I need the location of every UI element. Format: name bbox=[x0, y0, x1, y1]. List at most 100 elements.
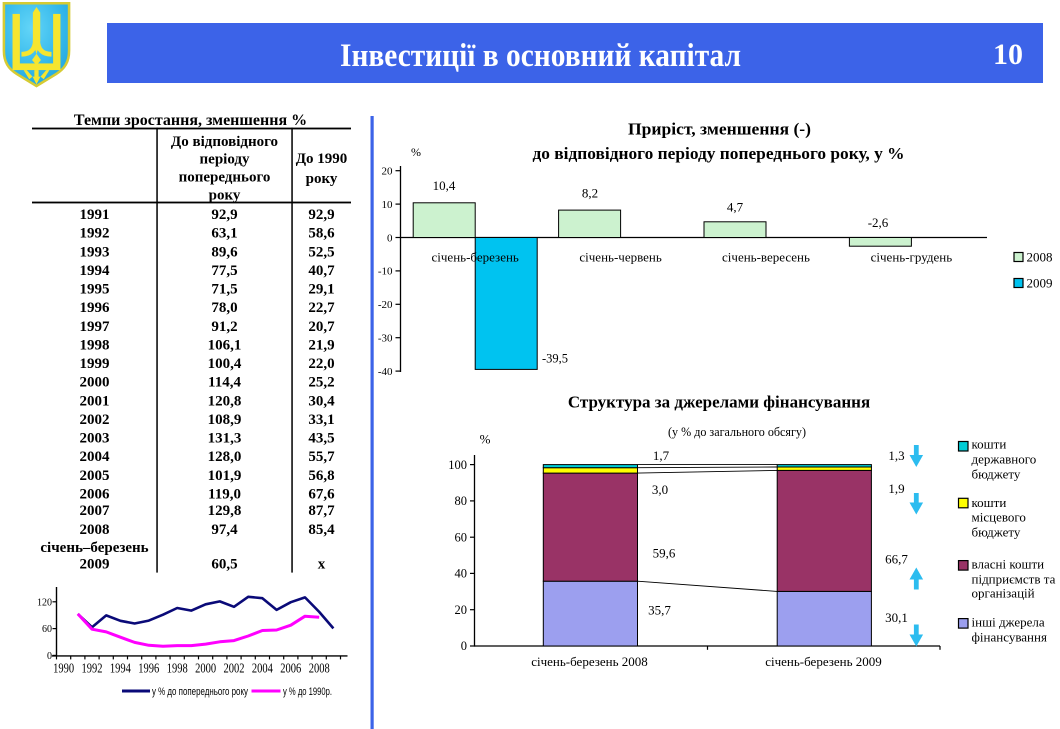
svg-text:106,1: 106,1 bbox=[208, 337, 242, 353]
svg-text:2002: 2002 bbox=[224, 661, 245, 676]
svg-text:80: 80 bbox=[455, 494, 468, 508]
svg-text:52,5: 52,5 bbox=[308, 244, 334, 260]
svg-text:х: х bbox=[318, 557, 326, 573]
svg-text:січень–березень: січень–березень bbox=[40, 540, 148, 556]
svg-text:1997: 1997 bbox=[80, 319, 111, 335]
svg-text:організацій: організацій bbox=[972, 586, 1035, 601]
svg-text:2008: 2008 bbox=[80, 522, 110, 538]
svg-text:2001: 2001 bbox=[80, 393, 110, 409]
svg-text:20: 20 bbox=[382, 166, 394, 178]
svg-text:2007: 2007 bbox=[80, 503, 111, 519]
svg-text:січень-березень 2009: січень-березень 2009 bbox=[765, 654, 882, 669]
svg-text:1999: 1999 bbox=[80, 356, 110, 372]
svg-text:До відповідного: До відповідного bbox=[171, 134, 278, 150]
svg-text:2002: 2002 bbox=[80, 412, 110, 428]
svg-text:До 1990: До 1990 bbox=[296, 151, 348, 167]
svg-text:2009: 2009 bbox=[80, 557, 110, 573]
svg-text:22,0: 22,0 bbox=[308, 356, 334, 372]
svg-text:2006: 2006 bbox=[280, 661, 301, 676]
svg-text:1994: 1994 bbox=[80, 263, 111, 279]
svg-text:33,1: 33,1 bbox=[308, 412, 334, 428]
svg-text:2004: 2004 bbox=[80, 449, 111, 465]
svg-text:8,2: 8,2 bbox=[582, 186, 598, 201]
svg-text:1996: 1996 bbox=[80, 300, 111, 316]
svg-text:(у % до загального обсягу): (у % до загального обсягу) bbox=[668, 424, 806, 439]
svg-text:91,2: 91,2 bbox=[211, 319, 237, 335]
svg-text:Темпи зростання, зменшення %: Темпи зростання, зменшення % bbox=[74, 112, 307, 129]
svg-text:2000: 2000 bbox=[80, 375, 110, 391]
svg-text:періоду: періоду bbox=[200, 152, 250, 168]
svg-text:підприємств та: підприємств та bbox=[972, 571, 1056, 586]
svg-text:128,0: 128,0 bbox=[208, 449, 242, 465]
svg-text:78,0: 78,0 bbox=[211, 300, 237, 316]
svg-text:59,6: 59,6 bbox=[653, 546, 676, 561]
svg-text:40,7: 40,7 bbox=[308, 263, 335, 279]
svg-text:92,9: 92,9 bbox=[308, 207, 334, 223]
svg-text:100,4: 100,4 bbox=[208, 356, 242, 372]
svg-text:77,5: 77,5 bbox=[211, 263, 237, 279]
svg-text:0: 0 bbox=[461, 639, 467, 653]
svg-text:60: 60 bbox=[455, 530, 468, 544]
svg-text:2000: 2000 bbox=[195, 661, 216, 676]
svg-text:1996: 1996 bbox=[138, 661, 159, 676]
svg-text:-40: -40 bbox=[378, 366, 393, 378]
svg-text:-30: -30 bbox=[378, 333, 393, 345]
svg-text:2008: 2008 bbox=[1027, 250, 1053, 265]
svg-text:60: 60 bbox=[42, 624, 52, 635]
svg-text:58,6: 58,6 bbox=[308, 226, 335, 242]
svg-text:97,4: 97,4 bbox=[211, 522, 238, 538]
svg-text:2004: 2004 bbox=[252, 661, 273, 676]
svg-text:56,8: 56,8 bbox=[308, 468, 334, 484]
svg-text:до відповідного періоду попере: до відповідного періоду попереднього рок… bbox=[533, 144, 905, 163]
svg-text:85,4: 85,4 bbox=[308, 522, 335, 538]
svg-text:1993: 1993 bbox=[80, 244, 110, 260]
svg-text:10,4: 10,4 bbox=[433, 178, 456, 193]
svg-text:2008: 2008 bbox=[309, 661, 330, 676]
svg-text:92,9: 92,9 bbox=[211, 207, 237, 223]
svg-text:3,0: 3,0 bbox=[652, 482, 668, 497]
svg-text:21,9: 21,9 bbox=[308, 337, 334, 353]
svg-text:1,3: 1,3 bbox=[888, 448, 904, 463]
svg-text:1995: 1995 bbox=[80, 282, 110, 298]
svg-text:2005: 2005 bbox=[80, 468, 110, 484]
svg-text:10: 10 bbox=[382, 199, 394, 211]
svg-text:35,7: 35,7 bbox=[648, 603, 671, 618]
svg-text:89,6: 89,6 bbox=[211, 244, 238, 260]
svg-text:кошти: кошти bbox=[972, 437, 1007, 452]
svg-text:120,8: 120,8 bbox=[208, 393, 242, 409]
svg-text:25,2: 25,2 bbox=[308, 375, 334, 391]
svg-text:року: року bbox=[306, 171, 338, 187]
svg-text:кошти: кошти bbox=[972, 495, 1007, 510]
svg-text:87,7: 87,7 bbox=[308, 503, 335, 519]
svg-text:1,7: 1,7 bbox=[653, 448, 670, 463]
svg-text:2006: 2006 bbox=[80, 486, 111, 502]
svg-text:30,4: 30,4 bbox=[308, 393, 335, 409]
svg-text:20,7: 20,7 bbox=[308, 319, 335, 335]
svg-text:108,9: 108,9 bbox=[208, 412, 242, 428]
svg-text:10: 10 bbox=[993, 38, 1023, 71]
svg-text:55,7: 55,7 bbox=[308, 449, 335, 465]
svg-text:131,3: 131,3 bbox=[208, 431, 242, 447]
svg-text:-10: -10 bbox=[378, 266, 393, 278]
svg-text:22,7: 22,7 bbox=[308, 300, 335, 316]
svg-text:71,5: 71,5 bbox=[211, 282, 237, 298]
svg-text:2003: 2003 bbox=[80, 431, 110, 447]
svg-text:попереднього: попереднього bbox=[179, 170, 271, 186]
svg-text:у % до попереднього року: у % до попереднього року bbox=[152, 686, 248, 698]
svg-text:власні кошти: власні кошти bbox=[972, 557, 1045, 572]
svg-text:119,0: 119,0 bbox=[208, 486, 241, 502]
svg-text:1990: 1990 bbox=[53, 661, 74, 676]
svg-text:0: 0 bbox=[387, 232, 393, 244]
svg-text:Структура за джерелами фінансу: Структура за джерелами фінансування bbox=[568, 393, 870, 412]
svg-text:1998: 1998 bbox=[167, 661, 188, 676]
svg-text:129,8: 129,8 bbox=[208, 503, 242, 519]
svg-text:січень-вересень: січень-вересень bbox=[722, 249, 810, 264]
svg-text:43,5: 43,5 bbox=[308, 431, 334, 447]
svg-text:%: % bbox=[480, 432, 491, 447]
svg-text:101,9: 101,9 bbox=[208, 468, 242, 484]
svg-text:січень-червень: січень-червень bbox=[579, 249, 662, 264]
svg-text:67,6: 67,6 bbox=[308, 486, 335, 502]
svg-text:січень-березень: січень-березень bbox=[432, 249, 519, 264]
svg-text:бюджету: бюджету bbox=[972, 525, 1021, 540]
svg-text:1994: 1994 bbox=[110, 661, 131, 676]
